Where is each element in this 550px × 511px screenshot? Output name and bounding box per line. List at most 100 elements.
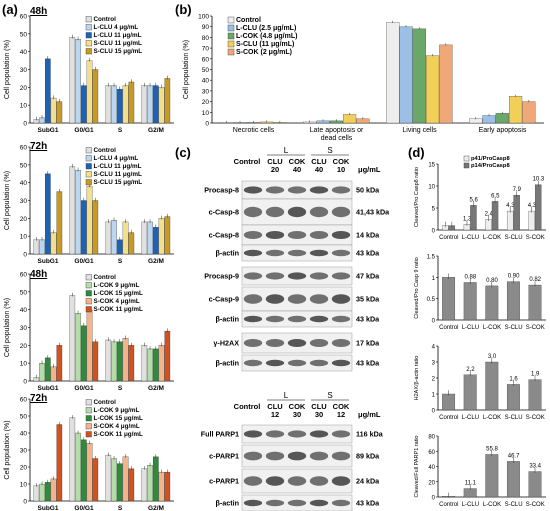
blot-band (309, 231, 329, 239)
protein-label: β-actin (215, 499, 239, 508)
y-tick-label: 10 (20, 234, 28, 241)
protein-label: γ-H2AX (213, 339, 239, 348)
data-label: 0.90 (508, 274, 520, 280)
blot-band (331, 294, 351, 304)
bar (141, 345, 148, 382)
y-tick-label: 60 (20, 145, 28, 152)
y-tick-label: 60 (20, 272, 28, 279)
bar (463, 374, 477, 411)
blot-band (331, 499, 351, 507)
blot-band (331, 231, 351, 239)
bar (44, 173, 51, 255)
bar (116, 239, 123, 255)
kda-label: 14 kDa (356, 231, 380, 240)
x-category-label: S-COK (526, 415, 545, 421)
bar (439, 44, 453, 124)
blot-band (265, 186, 285, 194)
y-tick-label: 60 (202, 56, 210, 63)
bar (92, 69, 99, 124)
unit-label: μg/mL (358, 410, 381, 419)
x-category-label: G0/G1 (74, 127, 94, 134)
y-tick-label: 40 (20, 307, 28, 314)
bar (128, 232, 135, 255)
chart-d4-parp1-ratio: 0 20 40 60 80 Cleaved/Full PARP1 ratio Control… (414, 435, 546, 508)
group-label: S (327, 146, 332, 155)
bar (141, 221, 148, 255)
kda-label: 17 kDa (356, 339, 380, 348)
bar (164, 330, 171, 382)
unit-label: μg/mL (358, 165, 381, 174)
bar (69, 37, 76, 124)
blot-band (243, 476, 263, 486)
protein-label: c-Casp-9 (209, 295, 239, 304)
x-category-label: Late apoptosis or (310, 127, 364, 134)
x-category-label: G2/M (148, 258, 164, 265)
blot-row: c-PARP1 24 kDa (209, 468, 380, 494)
blot-band (287, 499, 307, 507)
lane-label: COK (333, 402, 350, 411)
y-tick-label: 0 (432, 319, 436, 325)
blot-band (265, 206, 285, 218)
y-tick-label: 40 (20, 180, 28, 187)
bar (508, 96, 523, 124)
blot-row: γ-H2AX 17 kDa (213, 332, 380, 354)
bar (158, 218, 165, 255)
lane-label: COK (289, 402, 306, 411)
protein-label: c-Casp-8 (209, 208, 239, 217)
blot-band (331, 476, 351, 486)
y-tick-label: 0 (205, 121, 209, 128)
bar (56, 424, 63, 502)
protein-label: c-PARP1 (209, 452, 239, 461)
y-tick-label: 30 (20, 448, 28, 455)
bar (522, 101, 536, 124)
bar (80, 85, 87, 124)
blot-band (309, 430, 329, 438)
legend-label: Control (236, 17, 261, 24)
bar (105, 85, 112, 124)
protein-label: β-actin (215, 249, 239, 258)
x-category-label: Living cells (402, 127, 437, 134)
bar (485, 361, 499, 411)
blot-band (265, 451, 285, 461)
x-category-label: S-COK (526, 235, 545, 241)
bar (495, 113, 509, 124)
bar (116, 341, 123, 382)
kda-label: 43 kDa (356, 315, 380, 324)
kda-label: 24 kDa (356, 477, 380, 486)
blot-band (287, 359, 307, 367)
lane-label: Control (234, 402, 261, 411)
legend-label: S-COK 4 μg/mL (94, 298, 140, 305)
bar (158, 345, 165, 382)
bar (506, 210, 514, 231)
bar (33, 485, 40, 502)
legend-swatch (85, 48, 92, 55)
bar (442, 277, 456, 321)
kda-label: 43 kDa (356, 499, 380, 508)
lane-label: CLU (267, 157, 282, 166)
chart-d1-casp8-ratio: 0 5 10 15 Cleaved/Pro Casp8 ratio Control L-CL… (414, 155, 546, 241)
y-tick-label: 30 (20, 198, 28, 205)
chart-d2-casp9-ratio: 0 0.5 1 1.5 Cleaved/Pro Casp 9 ratio Control L… (414, 255, 546, 331)
bar (75, 313, 81, 382)
bar (92, 341, 99, 382)
y-tick-label: 100 (198, 14, 209, 21)
y-tick-label: 0.5 (427, 297, 436, 303)
y-tick-label: 20 (202, 99, 210, 106)
data-label: 1.9 (531, 372, 540, 378)
bar (50, 366, 57, 382)
y-tick-label: 0 (23, 379, 27, 386)
bar (116, 463, 123, 502)
blot-band (287, 339, 307, 347)
blot-row: Full PARP1 116 kDa (201, 424, 384, 444)
blot-row: c-Casp-8 41,43 kDa (209, 198, 390, 226)
legend-swatch (85, 282, 92, 289)
legend-label: L-COK 9 μg/mL (94, 407, 140, 414)
data-label: 5.6 (469, 197, 478, 203)
blot-band (265, 476, 285, 486)
y-tick-label: 50 (20, 162, 28, 169)
y-tick-label: 1.5 (427, 255, 436, 261)
bar (86, 443, 93, 502)
legend-label: L-COK (4.8 μg/mL) (236, 33, 297, 40)
bar (152, 85, 159, 124)
